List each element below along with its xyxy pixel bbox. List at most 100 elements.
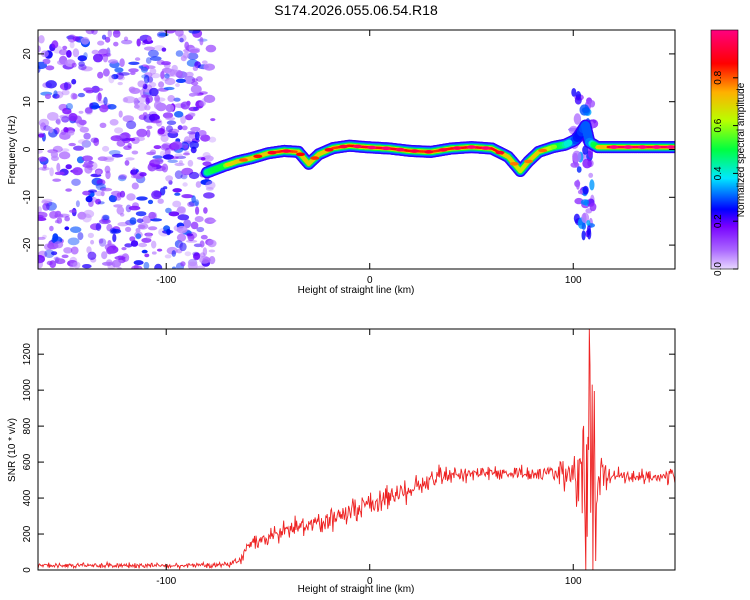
noise-speckle xyxy=(91,49,100,55)
noise-speckle xyxy=(62,107,72,115)
noise-speckle xyxy=(59,116,67,121)
y-tick-label: 1200 xyxy=(22,343,33,366)
noise-speckle xyxy=(67,237,80,246)
noise-speckle xyxy=(147,199,154,205)
ridge-peak xyxy=(495,150,505,155)
noise-speckle xyxy=(202,257,211,263)
noise-speckle xyxy=(98,238,104,244)
y-tick-label: 10 xyxy=(22,96,33,108)
noise-speckle xyxy=(208,136,217,143)
burst-speckle xyxy=(575,179,580,190)
noise-speckle xyxy=(69,209,77,213)
noise-speckle xyxy=(137,80,146,88)
noise-speckle xyxy=(161,47,167,52)
noise-speckle xyxy=(87,251,97,260)
noise-speckle xyxy=(83,132,91,140)
noise-speckle xyxy=(59,131,71,140)
noise-speckle xyxy=(121,247,127,251)
noise-speckle xyxy=(70,226,82,233)
y-tick-label: 600 xyxy=(22,453,33,470)
noise-speckle xyxy=(166,125,173,133)
noise-speckle xyxy=(61,254,69,259)
noise-speckle xyxy=(165,104,175,113)
noise-speckle xyxy=(72,262,78,268)
noise-speckle xyxy=(130,240,139,247)
noise-speckle xyxy=(118,72,130,76)
ridge-peak xyxy=(637,145,647,149)
noise-speckle xyxy=(103,68,110,77)
noise-speckle xyxy=(81,140,92,148)
ridge-peak xyxy=(310,156,320,160)
noise-speckle xyxy=(191,78,198,82)
burst-speckle xyxy=(577,189,584,195)
noise-speckle xyxy=(38,260,43,269)
noise-speckle xyxy=(203,155,214,162)
noise-speckle xyxy=(142,112,148,116)
y-tick-label: 0 xyxy=(22,567,33,573)
noise-speckle xyxy=(66,50,72,58)
colorbar-ticks: 0.0 0.2 0.4 0.6 0.8 xyxy=(713,70,738,276)
noise-speckle xyxy=(123,96,136,104)
noise-speckle xyxy=(184,251,192,257)
noise-speckle xyxy=(97,71,104,79)
noise-speckle xyxy=(137,96,146,104)
noise-speckle xyxy=(97,40,105,46)
noise-speckle xyxy=(141,66,148,73)
ridge-peak xyxy=(467,145,476,149)
noise-speckle xyxy=(181,194,193,199)
noise-speckle xyxy=(38,206,42,214)
noise-speckle xyxy=(105,170,111,180)
y-tick-label: 400 xyxy=(22,489,33,506)
burst-speckle xyxy=(588,172,594,178)
noise-speckle xyxy=(54,220,60,224)
ridge-peak xyxy=(239,158,248,162)
noise-speckle xyxy=(91,30,98,35)
noise-speckle xyxy=(68,142,76,147)
colorbar-tick-label: 0.4 xyxy=(713,166,724,180)
noise-speckle xyxy=(109,228,117,235)
snr-x-label: Height of straight line (km) xyxy=(298,584,415,595)
noise-speckle xyxy=(205,181,216,190)
noise-speckle xyxy=(104,36,111,43)
ridge-peak xyxy=(410,149,419,153)
noise-speckle xyxy=(95,222,102,231)
noise-speckle xyxy=(157,128,165,135)
noise-speckle xyxy=(194,131,200,141)
noise-speckle xyxy=(68,113,78,122)
noise-speckle xyxy=(187,52,199,60)
noise-speckle xyxy=(110,135,122,142)
noise-speckle xyxy=(126,193,136,201)
noise-speckle xyxy=(185,71,194,78)
ridge-peak xyxy=(524,159,533,164)
noise-speckle xyxy=(61,148,70,152)
noise-speckle xyxy=(83,209,95,218)
noise-speckle xyxy=(54,171,65,176)
noise-speckle xyxy=(86,246,92,254)
y-tick-label: 1000 xyxy=(22,379,33,402)
noise-speckle xyxy=(90,239,95,245)
noise-speckle xyxy=(210,118,216,122)
ridge-peak xyxy=(367,145,377,150)
noise-speckle xyxy=(38,236,46,240)
noise-speckle xyxy=(92,87,104,92)
noise-speckle xyxy=(176,233,187,242)
spectrogram-x-axis: -100 0 100 xyxy=(156,30,582,286)
noise-speckle xyxy=(160,74,170,82)
noise-speckle xyxy=(146,151,156,156)
spectrogram-y-axis: -20 -10 0 10 20 xyxy=(22,48,675,252)
y-tick-label: 20 xyxy=(22,48,33,60)
noise-speckle xyxy=(84,107,93,114)
noise-speckle xyxy=(71,62,77,68)
noise-speckle xyxy=(107,59,119,64)
noise-speckle xyxy=(71,178,81,186)
noise-speckle xyxy=(208,219,217,223)
noise-speckle xyxy=(76,119,85,128)
noise-speckle xyxy=(116,192,122,198)
noise-speckle xyxy=(134,57,141,61)
colorbar-tick-label: 0.2 xyxy=(713,214,724,228)
x-tick-label: -100 xyxy=(156,275,176,286)
noise-speckle xyxy=(72,93,78,100)
noise-speckle xyxy=(125,157,135,161)
noise-speckle xyxy=(77,232,84,241)
noise-speckle xyxy=(189,140,200,149)
